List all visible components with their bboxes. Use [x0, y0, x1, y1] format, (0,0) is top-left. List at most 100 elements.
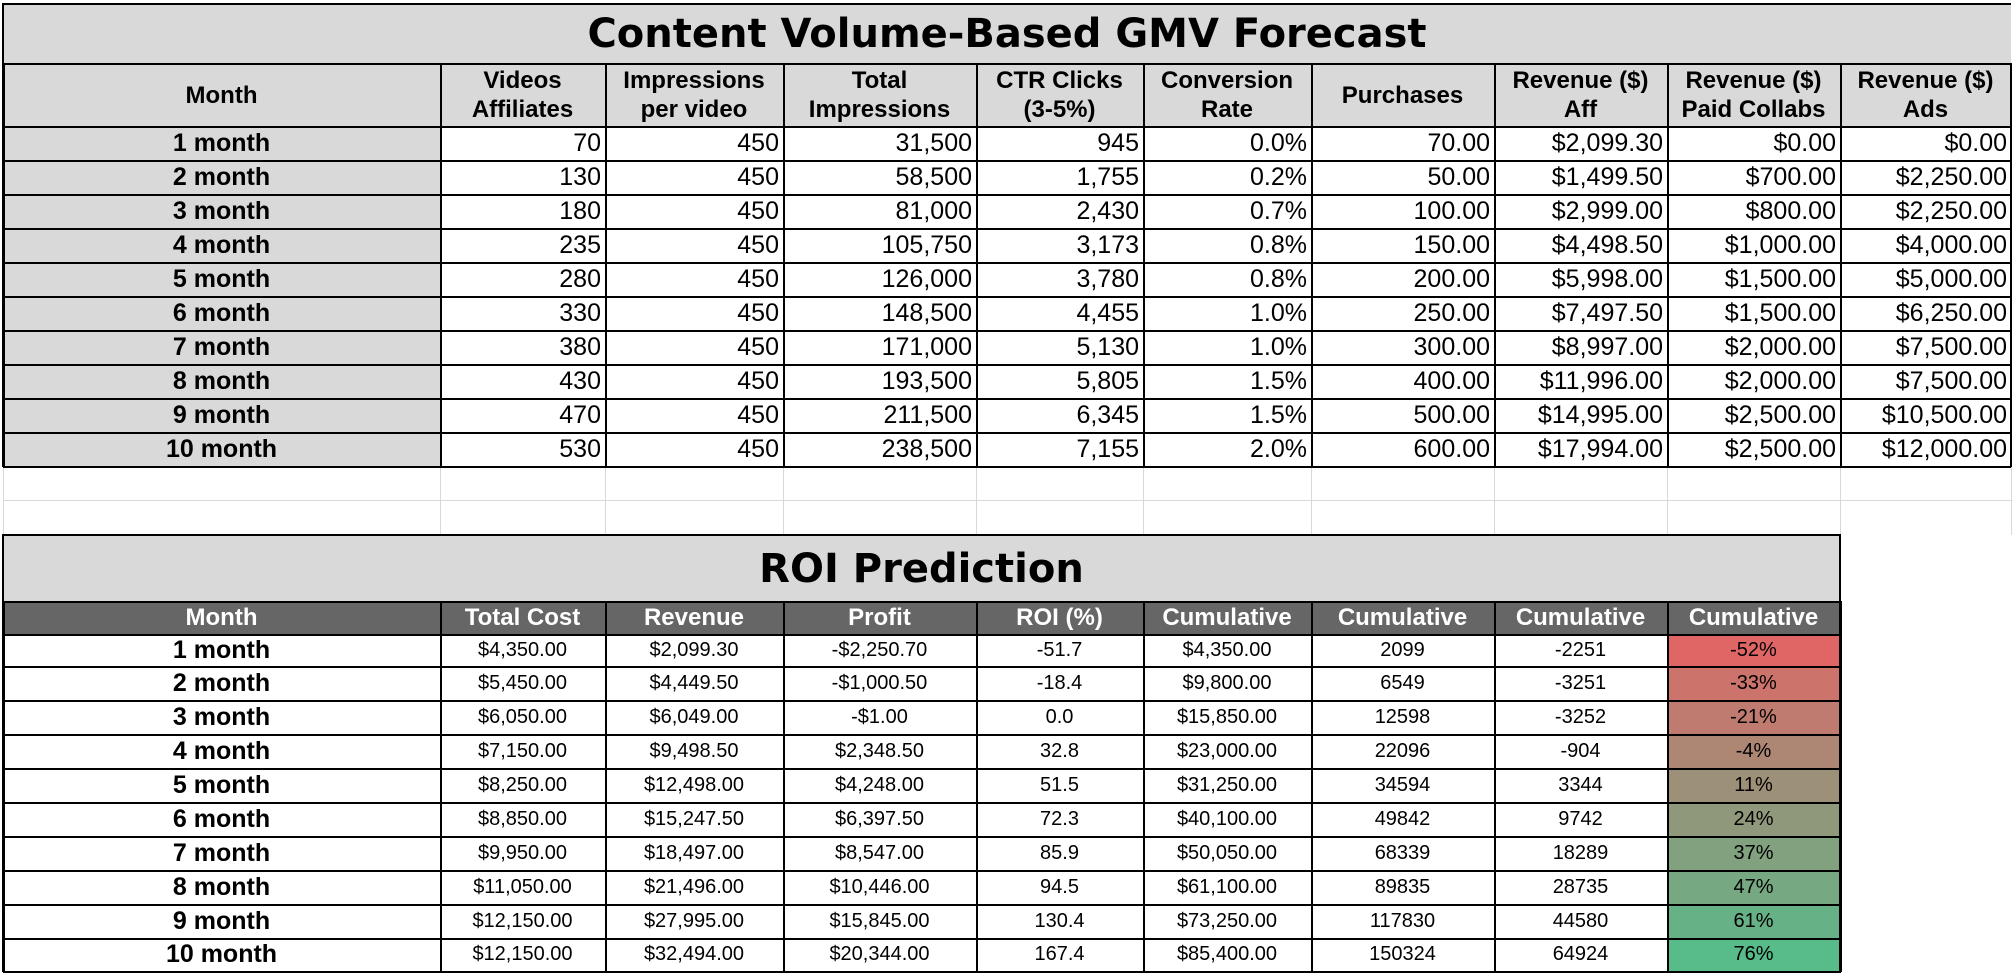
forecast-value-cell[interactable]: 600.00: [1413, 434, 1490, 463]
roi-value-cell[interactable]: $9,950.00: [478, 841, 567, 864]
roi-value-cell[interactable]: 117830: [1369, 909, 1436, 932]
roi-value-cell[interactable]: 12598: [1374, 705, 1431, 728]
forecast-value-cell[interactable]: 58,500: [895, 162, 972, 191]
forecast-value-cell[interactable]: 235: [559, 230, 601, 259]
roi-value-cell[interactable]: $2,348.50: [835, 739, 924, 762]
forecast-month-cell[interactable]: 6 month: [172, 298, 271, 327]
forecast-value-cell[interactable]: 7,155: [1076, 434, 1139, 463]
roi-month-cell[interactable]: 4 month: [172, 736, 271, 765]
roi-value-cell[interactable]: $4,248.00: [835, 773, 924, 796]
forecast-value-cell[interactable]: $10,500.00: [1881, 400, 2007, 429]
forecast-value-cell[interactable]: $5,998.00: [1551, 264, 1663, 293]
roi-value-cell[interactable]: 85.9: [1040, 841, 1079, 864]
forecast-value-cell[interactable]: 3,173: [1076, 230, 1139, 259]
forecast-value-cell[interactable]: 0.8%: [1250, 230, 1307, 259]
roi-value-cell[interactable]: 68339: [1374, 841, 1431, 864]
roi-value-cell[interactable]: 44580: [1552, 909, 1609, 932]
roi-value-cell[interactable]: $11,050.00: [473, 875, 572, 898]
forecast-value-cell[interactable]: $7,497.50: [1551, 298, 1663, 327]
roi-value-cell[interactable]: -3252: [1554, 705, 1607, 728]
roi-value-cell[interactable]: $6,397.50: [835, 807, 924, 830]
roi-value-cell[interactable]: $8,850.00: [478, 807, 567, 830]
forecast-column-header[interactable]: Total Impressions: [783, 64, 976, 126]
roi-value-cell[interactable]: $7,150.00: [478, 739, 567, 762]
roi-value-cell[interactable]: $15,850.00: [1176, 705, 1278, 728]
roi-value-cell[interactable]: 49842: [1374, 807, 1431, 830]
roi-value-cell[interactable]: -52%: [1730, 638, 1777, 661]
roi-value-cell[interactable]: $9,498.50: [649, 739, 739, 762]
roi-value-cell[interactable]: $10,446.00: [829, 875, 930, 898]
forecast-value-cell[interactable]: $2,250.00: [1895, 162, 2007, 191]
forecast-column-header[interactable]: Revenue ($) Ads: [1840, 64, 2011, 126]
forecast-value-cell[interactable]: 100.00: [1413, 196, 1490, 225]
roi-value-cell[interactable]: $21,496.00: [643, 875, 745, 898]
forecast-value-cell[interactable]: 3,780: [1076, 264, 1139, 293]
roi-month-cell[interactable]: 3 month: [172, 702, 271, 731]
forecast-month-cell[interactable]: 5 month: [172, 264, 271, 293]
forecast-value-cell[interactable]: 450: [737, 366, 779, 395]
roi-value-cell[interactable]: 47%: [1733, 875, 1774, 898]
roi-value-cell[interactable]: -$2,250.70: [831, 638, 928, 661]
forecast-month-cell[interactable]: 2 month: [172, 162, 271, 191]
forecast-value-cell[interactable]: $17,994.00: [1537, 434, 1663, 463]
roi-month-cell[interactable]: 7 month: [172, 838, 271, 867]
forecast-value-cell[interactable]: 300.00: [1413, 332, 1490, 361]
roi-value-cell[interactable]: 130.4: [1034, 909, 1085, 932]
roi-value-cell[interactable]: 32.8: [1040, 739, 1079, 762]
forecast-value-cell[interactable]: 70.00: [1427, 128, 1490, 157]
forecast-month-cell[interactable]: 8 month: [172, 366, 271, 395]
forecast-column-header[interactable]: Revenue ($) Aff: [1494, 64, 1667, 126]
roi-value-cell[interactable]: $85,400.00: [1176, 943, 1278, 965]
forecast-column-header[interactable]: Conversion Rate: [1143, 64, 1311, 126]
roi-value-cell[interactable]: $6,049.00: [649, 705, 739, 728]
forecast-value-cell[interactable]: $1,000.00: [1724, 230, 1836, 259]
roi-value-cell[interactable]: $18,497.00: [643, 841, 745, 864]
roi-month-cell[interactable]: 8 month: [172, 872, 271, 901]
roi-value-cell[interactable]: 61%: [1733, 909, 1774, 932]
forecast-value-cell[interactable]: 148,500: [881, 298, 972, 327]
roi-value-cell[interactable]: 18289: [1552, 841, 1609, 864]
roi-value-cell[interactable]: 11%: [1734, 773, 1773, 796]
roi-value-cell[interactable]: -2251: [1554, 638, 1607, 661]
forecast-value-cell[interactable]: $14,995.00: [1537, 400, 1663, 429]
forecast-value-cell[interactable]: 2,430: [1076, 196, 1139, 225]
roi-value-cell[interactable]: $20,344.00: [829, 943, 930, 965]
forecast-value-cell[interactable]: 450: [737, 264, 779, 293]
forecast-value-cell[interactable]: 193,500: [881, 366, 972, 395]
roi-value-cell[interactable]: -904: [1560, 739, 1601, 762]
roi-value-cell[interactable]: $50,050.00: [1176, 841, 1278, 864]
roi-column-header[interactable]: Revenue: [643, 604, 745, 631]
forecast-value-cell[interactable]: $12,000.00: [1881, 434, 2007, 463]
forecast-value-cell[interactable]: $1,500.00: [1724, 264, 1836, 293]
forecast-value-cell[interactable]: 126,000: [881, 264, 972, 293]
forecast-value-cell[interactable]: 380: [559, 332, 601, 361]
roi-value-cell[interactable]: -33%: [1730, 671, 1777, 694]
forecast-value-cell[interactable]: 450: [737, 196, 779, 225]
forecast-value-cell[interactable]: 1,755: [1076, 162, 1139, 191]
roi-value-cell[interactable]: $4,350.00: [478, 638, 567, 661]
roi-value-cell[interactable]: -21%: [1730, 705, 1777, 728]
forecast-value-cell[interactable]: 0.2%: [1250, 162, 1307, 191]
roi-value-cell[interactable]: -4%: [1735, 739, 1772, 762]
roi-value-cell[interactable]: $31,250.00: [1176, 773, 1278, 796]
roi-value-cell[interactable]: 89835: [1374, 875, 1431, 898]
forecast-value-cell[interactable]: $800.00: [1745, 196, 1836, 225]
forecast-value-cell[interactable]: 0.0%: [1250, 128, 1307, 157]
roi-month-cell[interactable]: 9 month: [172, 906, 271, 935]
forecast-value-cell[interactable]: 280: [559, 264, 601, 293]
forecast-value-cell[interactable]: 2.0%: [1250, 434, 1307, 463]
roi-value-cell[interactable]: $12,498.00: [643, 773, 745, 796]
roi-value-cell[interactable]: 2099: [1380, 638, 1425, 661]
forecast-column-header[interactable]: CTR Clicks (3-5%): [976, 64, 1143, 126]
forecast-value-cell[interactable]: $2,999.00: [1551, 196, 1663, 225]
forecast-value-cell[interactable]: 6,345: [1076, 400, 1139, 429]
forecast-column-header[interactable]: Purchases: [1311, 64, 1494, 126]
forecast-value-cell[interactable]: 5,805: [1076, 366, 1139, 395]
forecast-value-cell[interactable]: 130: [559, 162, 601, 191]
roi-value-cell[interactable]: -51.7: [1036, 638, 1083, 661]
forecast-value-cell[interactable]: $2,250.00: [1895, 196, 2007, 225]
roi-value-cell[interactable]: 28735: [1552, 875, 1609, 898]
roi-column-header[interactable]: Cumulative: [1337, 604, 1468, 631]
roi-value-cell[interactable]: 76%: [1733, 943, 1774, 965]
roi-column-header[interactable]: Month: [185, 604, 258, 631]
